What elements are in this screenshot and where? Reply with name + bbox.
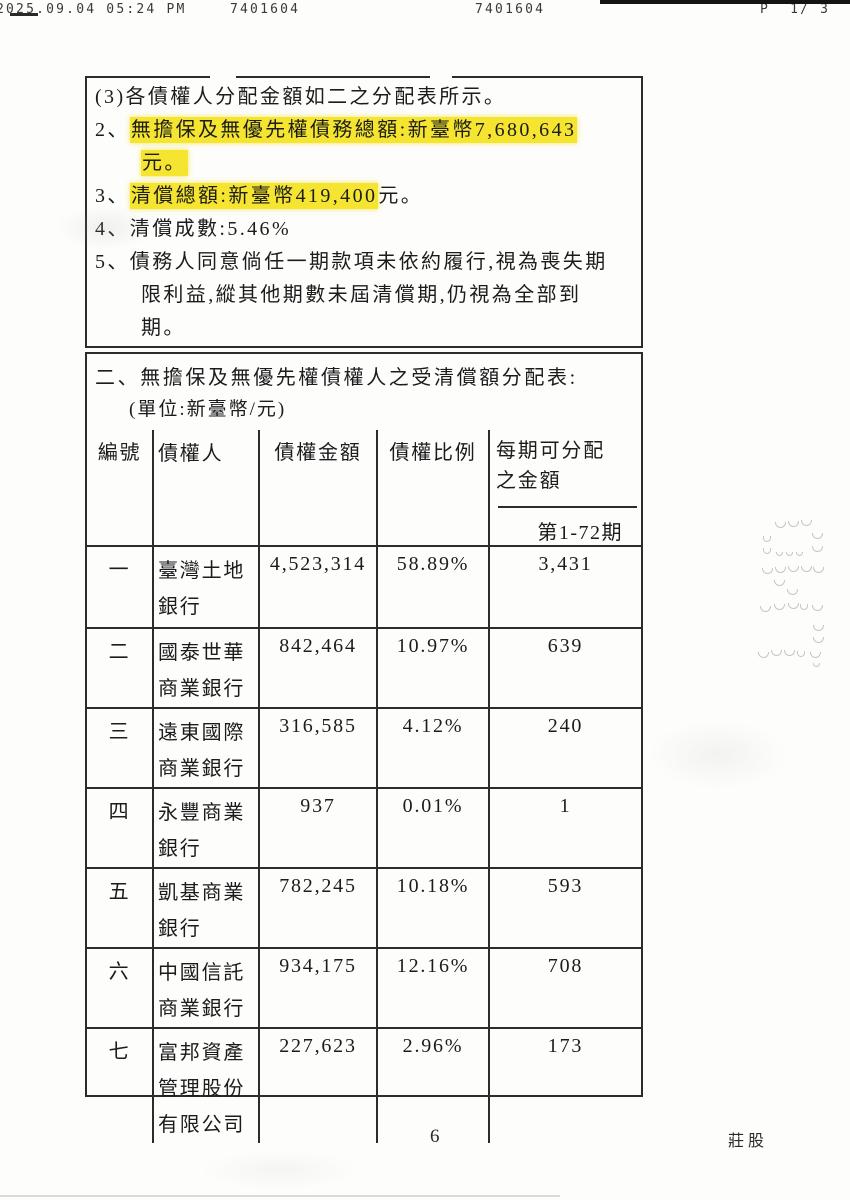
per-period-amount: 593 bbox=[488, 867, 641, 949]
claim-amount: 842,464 bbox=[258, 627, 378, 709]
scan-artifact-border-gap bbox=[210, 74, 236, 78]
creditor-name: 臺灣土地銀行 bbox=[152, 545, 260, 629]
claim-amount: 934,175 bbox=[258, 947, 378, 1029]
fax-number-left: 7401604 bbox=[230, 2, 301, 17]
note-item-5-line3: 期。 bbox=[141, 317, 186, 339]
scan-artifact-blob bbox=[648, 720, 788, 790]
table-row: 六 中國信託商業銀行 934,175 12.16% 708 bbox=[87, 947, 641, 1029]
row-number: 七 bbox=[87, 1027, 154, 1143]
clerk-stamp: 莊股 bbox=[728, 1133, 769, 1150]
note-item-3: 3、清償總額:新臺幣419,400元。 bbox=[95, 180, 637, 213]
row-number: 三 bbox=[87, 707, 154, 789]
table-row: 三 遠東國際商業銀行 316,585 4.12% 240 bbox=[87, 707, 641, 789]
per-period-amount: 1 bbox=[488, 787, 641, 869]
col-header-creditor: 債權人 bbox=[152, 430, 260, 547]
distribution-title: 二、無擔保及無優先權債權人之受清償額分配表: bbox=[95, 367, 578, 389]
claim-ratio: 0.01% bbox=[376, 787, 490, 869]
scan-artifact-dash bbox=[10, 13, 38, 16]
note-item-5-line1: 5、債務人同意倘任一期款項未依約履行,視為喪失期 bbox=[95, 251, 608, 273]
per-period-amount: 708 bbox=[488, 947, 641, 1029]
col-header-claim-ratio: 債權比例 bbox=[376, 430, 490, 547]
row-number: 二 bbox=[87, 627, 154, 709]
note-item-3-highlight: 清償總額:新臺幣419,400 bbox=[129, 183, 379, 209]
creditor-name: 永豐商業銀行 bbox=[152, 787, 260, 869]
note-item-3-3: (3)各債權人分配金額如二之分配表所示。 bbox=[95, 86, 507, 108]
note-item-2-highlight: 無擔保及無優先權債務總額:新臺幣7,680,643 bbox=[129, 117, 578, 143]
table-row: 四 永豐商業銀行 937 0.01% 1 bbox=[87, 787, 641, 869]
per-period-amount: 639 bbox=[488, 627, 641, 709]
col-header-number: 編號 bbox=[87, 430, 154, 547]
per-period-amount: 173 bbox=[488, 1027, 641, 1143]
note-item-2-continuation: 元。 bbox=[95, 147, 637, 180]
col-header-per-period-label: 每期可分配之金額 bbox=[496, 440, 605, 492]
note-item-2-prefix: 2、 bbox=[95, 119, 130, 141]
claim-amount: 782,245 bbox=[258, 867, 378, 949]
creditor-name: 富邦資產管理股份有限公司 bbox=[152, 1027, 260, 1143]
scan-artifact-top-bar bbox=[600, 0, 850, 4]
distribution-table: 編號 債權人 債權金額 債權比例 每期可分配之金額 第1-72期 一 臺灣土地銀… bbox=[87, 430, 641, 1143]
note-item-3-suffix: 元。 bbox=[378, 185, 424, 207]
table-row: 一 臺灣土地銀行 4,523,314 58.89% 3,431 bbox=[87, 545, 641, 629]
row-number: 一 bbox=[87, 545, 154, 629]
claim-ratio: 4.12% bbox=[376, 707, 490, 789]
per-period-amount: 3,431 bbox=[488, 545, 641, 629]
distribution-section: 二、無擔保及無優先權債權人之受清償額分配表: (單位:新臺幣/元) 編號 債權人… bbox=[85, 352, 643, 1143]
claim-ratio: 2.96% bbox=[376, 1027, 490, 1143]
per-period-amount: 240 bbox=[488, 707, 641, 789]
claim-amount: 937 bbox=[258, 787, 378, 869]
table-row: 五 凱基商業銀行 782,245 10.18% 593 bbox=[87, 867, 641, 949]
creditor-name: 國泰世華商業銀行 bbox=[152, 627, 260, 709]
creditor-name: 遠東國際商業銀行 bbox=[152, 707, 260, 789]
col-header-claim-amount: 債權金額 bbox=[258, 430, 378, 547]
table-row: 七 富邦資產管理股份有限公司 227,623 2.96% 173 bbox=[87, 1027, 641, 1143]
claim-ratio: 58.89% bbox=[376, 545, 490, 629]
col-header-per-period: 每期可分配之金額 第1-72期 bbox=[488, 430, 641, 547]
scan-artifact-bottom-line bbox=[0, 1195, 560, 1197]
table-header-row: 編號 債權人 債權金額 債權比例 每期可分配之金額 第1-72期 bbox=[87, 430, 641, 547]
claim-ratio: 10.97% bbox=[376, 627, 490, 709]
fax-page-indicator: P 1/ 3 bbox=[760, 2, 831, 17]
creditor-name: 中國信託商業銀行 bbox=[152, 947, 260, 1029]
claim-amount: 227,623 bbox=[258, 1027, 378, 1143]
claim-ratio: 12.16% bbox=[376, 947, 490, 1029]
note-item-5-line2: 限利益,縱其他期數未屆清償期,仍視為全部到 bbox=[141, 284, 582, 306]
row-number: 五 bbox=[87, 867, 154, 949]
note-item-3-prefix: 3、 bbox=[95, 185, 130, 207]
claim-amount: 316,585 bbox=[258, 707, 378, 789]
row-number: 四 bbox=[87, 787, 154, 869]
note-item-2: 2、無擔保及無優先權債務總額:新臺幣7,680,643 bbox=[95, 114, 637, 147]
note-item-2-highlight-2: 元。 bbox=[141, 150, 188, 176]
fax-number-center: 7401604 bbox=[475, 2, 546, 17]
claim-ratio: 10.18% bbox=[376, 867, 490, 949]
period-range-subheader: 第1-72期 bbox=[498, 506, 637, 545]
table-row: 二 國泰世華商業銀行 842,464 10.97% 639 bbox=[87, 627, 641, 709]
distribution-unit-note: (單位:新臺幣/元) bbox=[129, 399, 287, 420]
notes-box: (3)各債權人分配金額如二之分配表所示。 2、無擔保及無優先權債務總額:新臺幣7… bbox=[85, 76, 643, 348]
creditor-name: 凱基商業銀行 bbox=[152, 867, 260, 949]
row-number: 六 bbox=[87, 947, 154, 1029]
scan-artifact-border-gap bbox=[430, 74, 452, 78]
note-item-4: 4、清償成數:5.46% bbox=[95, 218, 292, 240]
page-number: 6 bbox=[430, 1126, 440, 1147]
scan-artifact-blob bbox=[200, 1150, 360, 1190]
claim-amount: 4,523,314 bbox=[258, 545, 378, 629]
